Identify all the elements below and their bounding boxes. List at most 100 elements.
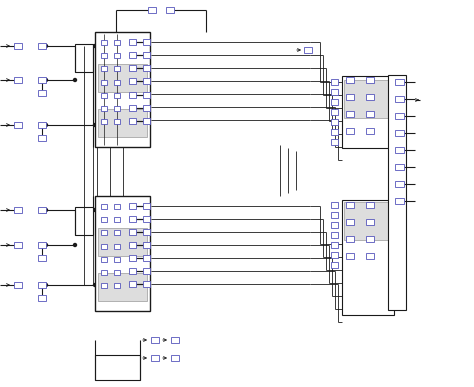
Circle shape xyxy=(383,130,386,132)
Bar xyxy=(331,252,338,258)
Bar xyxy=(129,281,137,287)
Bar xyxy=(395,198,404,204)
Bar xyxy=(144,216,151,222)
Bar xyxy=(171,355,179,361)
Bar xyxy=(129,268,137,274)
Circle shape xyxy=(383,238,386,240)
Circle shape xyxy=(345,204,347,207)
Bar xyxy=(114,39,120,45)
Bar xyxy=(144,39,151,45)
Circle shape xyxy=(365,96,367,99)
Circle shape xyxy=(93,123,97,127)
Bar xyxy=(346,202,354,208)
Bar xyxy=(101,229,107,235)
Bar xyxy=(366,219,374,225)
Bar xyxy=(101,204,107,209)
Bar xyxy=(346,219,354,225)
Bar xyxy=(331,262,338,268)
Bar xyxy=(114,204,120,209)
Bar xyxy=(101,243,107,248)
Circle shape xyxy=(365,255,367,257)
Circle shape xyxy=(345,96,347,99)
Circle shape xyxy=(345,221,347,224)
Circle shape xyxy=(345,238,347,240)
Circle shape xyxy=(365,130,367,132)
Bar xyxy=(331,212,338,218)
Bar xyxy=(98,64,147,92)
Circle shape xyxy=(45,79,47,82)
Bar xyxy=(171,337,179,343)
Bar xyxy=(144,78,151,84)
Bar xyxy=(101,216,107,221)
Bar xyxy=(342,76,394,148)
Bar xyxy=(14,207,22,213)
Circle shape xyxy=(345,113,347,115)
Bar xyxy=(331,202,338,208)
Bar xyxy=(129,203,137,209)
Bar xyxy=(151,355,159,361)
Bar xyxy=(342,200,394,315)
Bar xyxy=(114,229,120,235)
Circle shape xyxy=(45,243,47,247)
Bar xyxy=(395,164,404,170)
Circle shape xyxy=(365,238,367,240)
Bar xyxy=(144,203,151,209)
Circle shape xyxy=(345,79,347,82)
Bar xyxy=(129,216,137,222)
Bar xyxy=(101,79,107,84)
Bar xyxy=(144,65,151,71)
Circle shape xyxy=(403,98,406,101)
Bar xyxy=(366,236,374,242)
Circle shape xyxy=(73,79,76,82)
Bar xyxy=(101,269,107,274)
Circle shape xyxy=(345,255,347,257)
Bar xyxy=(344,202,392,240)
Circle shape xyxy=(383,204,386,207)
Bar xyxy=(331,222,338,228)
Bar xyxy=(38,135,46,141)
Bar xyxy=(38,207,46,213)
Bar xyxy=(38,90,46,96)
Bar xyxy=(98,228,147,256)
Bar xyxy=(304,47,312,53)
Circle shape xyxy=(45,45,47,48)
Bar xyxy=(331,99,338,105)
Bar xyxy=(114,92,120,98)
Bar xyxy=(114,283,120,288)
Bar xyxy=(331,79,338,85)
Bar xyxy=(129,242,137,248)
Bar xyxy=(95,355,140,380)
Bar xyxy=(75,44,93,72)
Bar xyxy=(331,129,338,135)
Bar xyxy=(114,106,120,111)
Bar xyxy=(366,77,374,83)
Bar xyxy=(331,242,338,248)
Bar xyxy=(38,242,46,248)
Bar xyxy=(346,94,354,100)
Bar xyxy=(114,53,120,58)
Bar xyxy=(331,232,338,238)
Bar xyxy=(144,105,151,111)
Bar xyxy=(101,39,107,45)
Bar xyxy=(346,253,354,259)
Circle shape xyxy=(383,255,386,257)
Bar xyxy=(395,130,404,136)
Bar xyxy=(395,79,404,85)
Bar xyxy=(129,118,137,124)
Circle shape xyxy=(93,209,97,212)
Bar xyxy=(366,128,374,134)
Bar xyxy=(346,77,354,83)
Bar xyxy=(101,257,107,262)
Bar xyxy=(95,196,150,311)
Circle shape xyxy=(403,200,406,202)
Circle shape xyxy=(365,113,367,115)
Bar xyxy=(129,255,137,261)
Bar xyxy=(129,92,137,98)
Bar xyxy=(344,80,392,118)
Circle shape xyxy=(365,204,367,207)
Bar xyxy=(346,128,354,134)
Bar xyxy=(114,269,120,274)
Bar xyxy=(366,111,374,117)
Bar xyxy=(346,236,354,242)
Bar xyxy=(144,92,151,98)
